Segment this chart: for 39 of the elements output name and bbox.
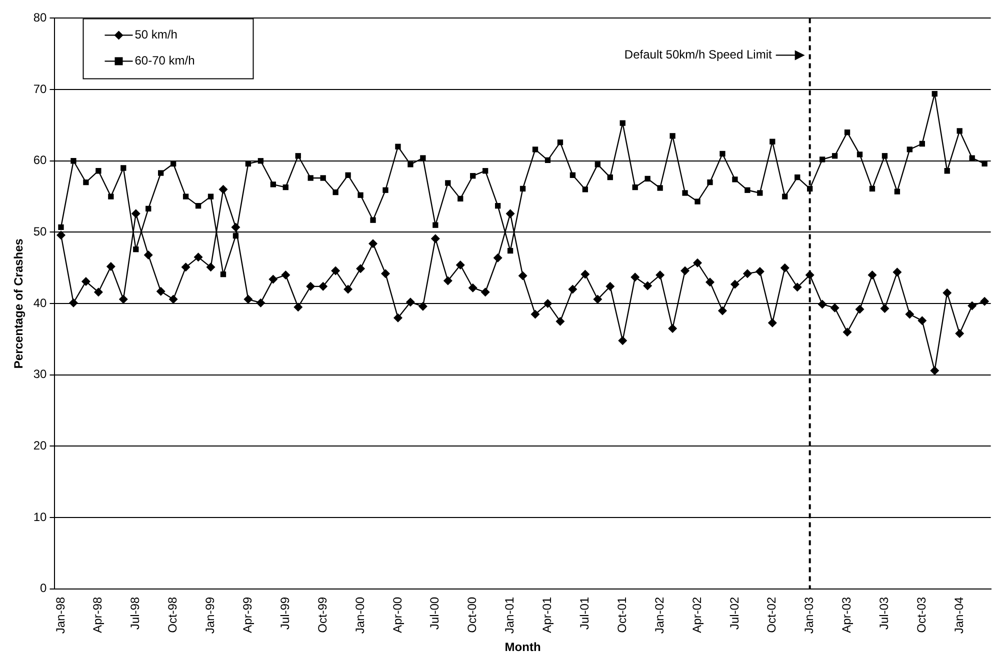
y-tick-label: 0	[40, 581, 48, 596]
x-tick-label: Oct-99	[315, 596, 330, 633]
x-tick-label: Jan-02	[652, 596, 666, 634]
x-tick-label: Jul-02	[727, 596, 742, 630]
ref-line-label: Default 50km/h Speed Limit	[624, 48, 772, 62]
x-tick-label: Oct-98	[166, 596, 180, 633]
x-tick-label: Jan-99	[203, 596, 218, 634]
y-tick-label: 20	[33, 438, 48, 453]
x-tick-label: Oct-02	[764, 596, 779, 633]
x-tick-label: Apr-01	[540, 596, 554, 633]
x-tick-label: Jan-03	[802, 596, 816, 634]
legend-label: 50 km/h	[134, 28, 178, 42]
x-tick-label: Apr-02	[690, 596, 704, 633]
x-tick-label: Jan-04	[952, 596, 966, 634]
x-tick-label: Jan-98	[53, 596, 68, 634]
x-tick-label: Apr-03	[840, 596, 854, 633]
x-tick-label: Jul-00	[428, 596, 442, 630]
x-tick-label: Jul-03	[877, 596, 892, 630]
x-tick-label: Oct-03	[914, 596, 928, 633]
legend-label: 60-70 km/h	[134, 54, 195, 68]
x-axis-title: Month	[504, 640, 541, 654]
x-tick-label: Oct-01	[614, 596, 629, 633]
x-tick-label: Jan-01	[502, 596, 517, 634]
x-tick-label: Apr-00	[390, 596, 404, 633]
y-tick-label: 50	[33, 224, 48, 239]
x-tick-label: Oct-00	[465, 596, 480, 633]
y-tick-label: 40	[33, 296, 48, 310]
y-axis-title: Percentage of Crashes	[12, 238, 26, 369]
x-tick-label: Jul-99	[278, 596, 292, 630]
y-tick-label: 60	[33, 153, 48, 168]
y-tick-label: 80	[33, 10, 48, 25]
x-tick-label: Jan-00	[352, 596, 367, 634]
x-tick-label: Apr-98	[90, 596, 105, 633]
y-tick-label: 10	[33, 510, 48, 524]
x-tick-label: Jul-01	[577, 596, 592, 630]
x-tick-label: Jul-98	[128, 596, 142, 630]
x-tick-label: Apr-99	[240, 596, 255, 633]
y-tick-label: 30	[33, 367, 48, 382]
y-tick-label: 70	[33, 82, 48, 96]
